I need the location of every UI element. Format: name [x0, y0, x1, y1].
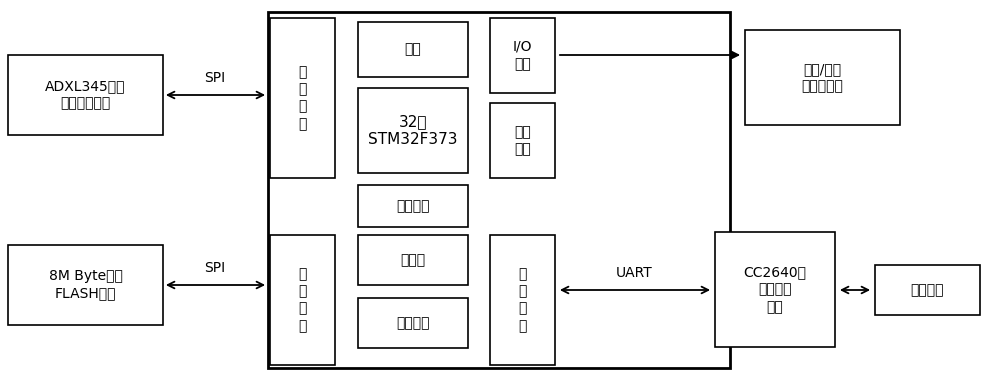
Text: 32位
STM32F373: 32位 STM32F373: [368, 114, 458, 147]
Text: 电源管理: 电源管理: [396, 316, 430, 330]
Text: 系统: 系统: [405, 43, 421, 57]
Text: 中断控制: 中断控制: [396, 199, 430, 213]
Bar: [270, 18, 335, 178]
Text: 通
信
接
口: 通 信 接 口: [298, 65, 307, 131]
Bar: [358, 22, 468, 77]
Text: I/O
接口: I/O 接口: [513, 40, 532, 71]
Bar: [715, 232, 835, 347]
Text: SPI: SPI: [204, 71, 226, 85]
Bar: [268, 12, 730, 368]
Bar: [270, 235, 335, 365]
Bar: [358, 235, 468, 285]
Text: 8M Byte外部
FLASH芯片: 8M Byte外部 FLASH芯片: [49, 269, 122, 301]
Bar: [8, 55, 163, 135]
Bar: [358, 185, 468, 227]
Text: 串口
调试: 串口 调试: [514, 125, 531, 156]
Text: 计时器: 计时器: [400, 253, 426, 267]
Bar: [490, 103, 555, 178]
Text: CC2640低
功耗蓝牙
模块: CC2640低 功耗蓝牙 模块: [744, 265, 806, 314]
Text: 终端设备: 终端设备: [911, 283, 944, 297]
Text: UART: UART: [616, 266, 652, 280]
Text: ADXL345三轴
加速度传感器: ADXL345三轴 加速度传感器: [45, 79, 126, 111]
Bar: [875, 265, 980, 315]
Text: 通
信
接
口: 通 信 接 口: [298, 267, 307, 333]
Text: 通
信
接
口: 通 信 接 口: [518, 267, 527, 333]
Bar: [358, 88, 468, 173]
Text: SPI: SPI: [204, 261, 226, 275]
Bar: [490, 18, 555, 93]
Bar: [8, 245, 163, 325]
Text: 电源/数据
采集指示灯: 电源/数据 采集指示灯: [802, 62, 843, 93]
Bar: [358, 298, 468, 348]
Bar: [745, 30, 900, 125]
Bar: [490, 235, 555, 365]
